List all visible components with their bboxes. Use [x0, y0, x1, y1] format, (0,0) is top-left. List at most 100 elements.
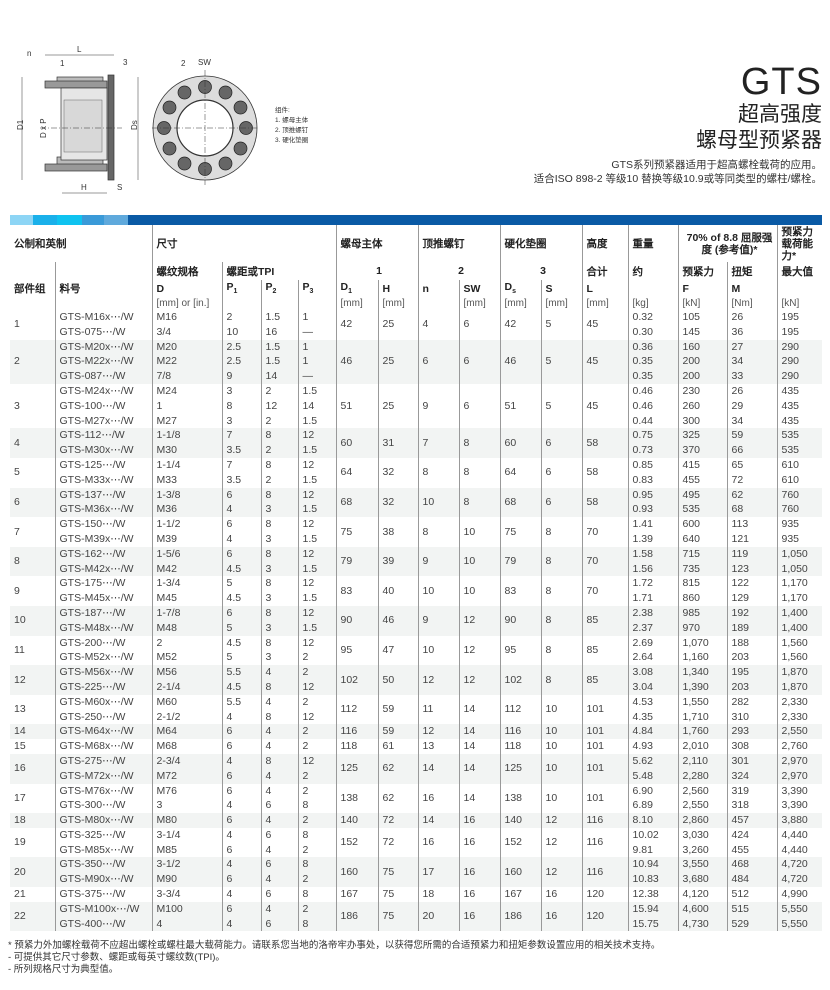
pitch-p3: 1.5	[297, 591, 336, 606]
torque: 113	[726, 517, 777, 532]
table-row: 5 GTS-125⋯/W 1-1/4 7 8 12 64 32 8 8 64 6 58 0.85 415 65…	[10, 457, 822, 488]
pitch-p3: 12	[297, 753, 336, 769]
max-capacity: 1,400	[776, 605, 822, 621]
washer-ds: 90	[499, 605, 541, 636]
part-number: GTS-350⋯/W	[54, 857, 152, 873]
thread-size: 1-1/8	[151, 428, 222, 444]
table-row: GTS-M36x⋯/W M36 4 3 1.5 0.93 535 68 760	[10, 502, 822, 518]
product-code: GTS	[740, 61, 822, 103]
color-bar	[10, 215, 822, 225]
preload-force: 1,550	[677, 694, 727, 710]
header-D1: D1	[335, 280, 378, 297]
pitch-p3: 12	[297, 576, 336, 592]
jack-bolt-icon	[233, 141, 248, 156]
torque: 515	[726, 901, 777, 917]
preload-force: 985	[677, 605, 727, 621]
pitch-p3: 1	[297, 339, 336, 355]
weight: 10.94	[627, 857, 678, 873]
pitch-p1: 3.5	[221, 472, 261, 488]
table-row: GTS-M48x⋯/W M48 5 3 1.5 2.37 970 189 1,400	[10, 620, 822, 636]
pitch-p3: —	[297, 369, 336, 384]
pitch-p1: 4	[221, 827, 261, 843]
description-line: 适合ISO 898-2 等级10 替换等级10.9或等同类型的螺柱/螺栓。	[533, 173, 822, 185]
bolt-count: 18	[417, 887, 459, 902]
table-row: 20 GTS-350⋯/W 3-1/2 4 6 8 160 75 17 16 160 12 116 10.…	[10, 857, 822, 888]
max-capacity: 1,170	[776, 591, 822, 606]
max-capacity: 2,550	[776, 724, 822, 740]
pitch-p3: 1	[297, 310, 336, 325]
thread-size: 3/4	[151, 324, 222, 340]
preload-force: 200	[677, 354, 727, 370]
nut-h: 75	[377, 901, 418, 932]
header-Ds: Ds	[499, 280, 541, 297]
total-length: 116	[581, 813, 628, 828]
bolt-count: 8	[417, 517, 459, 547]
header-n: n	[417, 280, 459, 297]
bolt-sw: 8	[458, 457, 500, 488]
washer-s: 12	[540, 813, 582, 828]
unit: [kg]	[627, 297, 678, 310]
header-yield: 70% of 8.8 屈服强度 (参考值)*	[677, 225, 777, 262]
thread-size: 1-3/8	[151, 487, 222, 503]
group-number: 18	[10, 813, 55, 828]
max-capacity: 435	[776, 383, 822, 399]
part-number: GTS-M45x⋯/W	[54, 591, 152, 606]
weight: 15.94	[627, 901, 678, 917]
nut-d1: 75	[335, 517, 378, 547]
side-view-drawing: n 1 3 L H S D1 D x P Ds	[16, 45, 139, 194]
table-row: GTS-M90x⋯/W M90 6 4 2 10.83 3,680 484 4,720	[10, 872, 822, 888]
pitch-p3: 1.5	[297, 383, 336, 399]
max-capacity: 4,720	[776, 857, 822, 873]
unit-D: [mm] or [in.]	[151, 297, 222, 310]
group-number: 1	[10, 310, 55, 340]
pitch-p1: 6	[221, 517, 261, 532]
table-row: GTS-250⋯/W 2-1/2 4 8 12 4.35 1,710 310 2,330	[10, 709, 822, 725]
total-length: 116	[581, 827, 628, 858]
torque: 119	[726, 546, 777, 562]
max-capacity: 435	[776, 398, 822, 414]
washer-ds: 95	[499, 635, 541, 666]
pitch-p1: 3	[221, 383, 261, 399]
weight: 1.71	[627, 591, 678, 606]
pitch-p2: 8	[260, 576, 298, 592]
thread-size: 3-3/4	[151, 887, 222, 902]
washer-ds: 51	[499, 383, 541, 429]
preload-force: 230	[677, 383, 727, 399]
group-number: 11	[10, 635, 55, 666]
washer-ds: 102	[499, 665, 541, 695]
torque: 293	[726, 724, 777, 740]
bolt-count: 6	[417, 339, 459, 384]
bolt-count: 14	[417, 813, 459, 828]
total-length: 58	[581, 428, 628, 458]
nut-d1: 186	[335, 901, 378, 932]
weight: 0.75	[627, 428, 678, 444]
pitch-p1: 6	[221, 546, 261, 562]
nut-h: 25	[377, 339, 418, 384]
table-row: GTS-M27x⋯/W M27 3 2 1.5 0.44 300 34 435	[10, 413, 822, 429]
weight: 4.84	[627, 724, 678, 740]
part-number: GTS-275⋯/W	[54, 753, 152, 769]
nut-h: 39	[377, 546, 418, 577]
nut-h: 46	[377, 605, 418, 636]
weight: 0.44	[627, 413, 678, 429]
total-length: 85	[581, 665, 628, 695]
preload-force: 325	[677, 428, 727, 444]
table-row: 21 GTS-375⋯/W 3-3/4 4 6 8 167 75 18 16 167 16 120 12.…	[10, 887, 822, 902]
part-number: GTS-M52x⋯/W	[54, 650, 152, 666]
part-number: GTS-M20x⋯/W	[54, 339, 152, 355]
washer-s: 16	[540, 887, 582, 902]
header-jack-bolt: 顶推螺钉	[417, 225, 500, 262]
part-number: GTS-M90x⋯/W	[54, 872, 152, 888]
total-length: 120	[581, 887, 628, 902]
weight: 6.89	[627, 798, 678, 814]
pitch-p2: 3	[260, 561, 298, 577]
pitch-p3: 8	[297, 798, 336, 814]
bolt-count: 8	[417, 457, 459, 488]
nut-h: 59	[377, 724, 418, 740]
washer-s: 8	[540, 665, 582, 695]
pitch-p3: 2	[297, 872, 336, 888]
torque: 27	[726, 339, 777, 355]
weight: 1.58	[627, 546, 678, 562]
part-number: GTS-400⋯/W	[54, 916, 152, 932]
torque: 468	[726, 857, 777, 873]
